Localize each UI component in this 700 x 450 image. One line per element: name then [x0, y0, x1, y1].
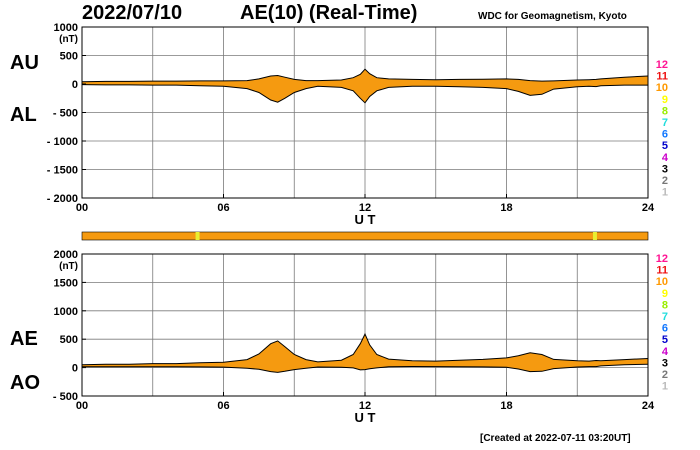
station-count-legend-item: 1: [662, 187, 668, 199]
station-count-legend-item: 9: [662, 288, 668, 300]
y-tick-label: 1000: [54, 22, 78, 34]
station-coverage-highlight: [592, 232, 597, 240]
y-tick-label: - 500: [53, 391, 78, 403]
station-count-legend-item: 5: [662, 140, 668, 152]
station-count-legend-item: 2: [662, 175, 668, 187]
station-coverage-highlight: [195, 232, 200, 240]
y-tick-label: 1500: [54, 277, 78, 289]
x-tick-label: 18: [500, 202, 512, 214]
envelope-fill: [82, 69, 648, 103]
x-tick-label: 12: [359, 202, 371, 214]
index-label-au: AU: [10, 52, 39, 74]
station-count-legend-item: 7: [662, 311, 668, 323]
y-axis-unit: (nT): [59, 34, 78, 45]
au-series-line: [81, 68, 649, 83]
x-tick-label: 24: [642, 202, 655, 214]
station-count-legend-item: 9: [662, 94, 668, 106]
chart-title: AE(10) (Real-Time): [240, 2, 418, 24]
station-count-legend-item: 11: [656, 71, 668, 83]
x-tick-label: 00: [76, 400, 88, 412]
station-count-legend-item: 8: [662, 299, 668, 311]
data-source: WDC for Geomagnetism, Kyoto: [478, 11, 627, 22]
station-count-legend-item: 3: [662, 357, 668, 369]
y-tick-label: - 1500: [47, 165, 78, 177]
x-tick-label: 24: [642, 400, 655, 412]
y-tick-label: 0: [72, 79, 78, 91]
station-count-legend-item: 10: [656, 82, 668, 94]
al-series-line: [81, 84, 648, 104]
station-count-legend-item: 12: [656, 253, 668, 265]
y-tick-label: - 2000: [47, 193, 78, 205]
x-axis-label: U T: [355, 410, 376, 425]
x-axis-label: U T: [355, 212, 376, 227]
x-tick-label: 06: [217, 400, 229, 412]
station-count-legend-item: 10: [656, 276, 668, 288]
station-count-legend-item: 2: [662, 369, 668, 381]
created-note: [Created at 2022-07-11 03:20UT]: [480, 433, 631, 444]
chart-date: 2022/07/10: [82, 2, 183, 24]
station-count-legend-item: 4: [662, 152, 669, 164]
ao-series-line: [82, 363, 649, 373]
x-tick-label: 00: [76, 202, 88, 214]
station-count-legend-item: 8: [662, 105, 668, 117]
station-count-legend-item: 12: [656, 59, 668, 71]
station-count-legend-item: 6: [662, 323, 668, 335]
y-tick-label: 1000: [54, 306, 78, 318]
ae-series-line: [81, 332, 649, 366]
index-label-ao: AO: [10, 372, 40, 394]
station-count-legend-item: 1: [662, 381, 668, 393]
index-label-al: AL: [10, 104, 37, 126]
y-tick-label: 2000: [54, 249, 78, 261]
station-count-legend-item: 3: [662, 163, 668, 175]
station-coverage-bar: [81, 231, 649, 241]
y-axis-unit: (nT): [59, 261, 78, 272]
y-tick-label: - 1000: [47, 136, 78, 148]
x-tick-label: 06: [217, 202, 229, 214]
y-tick-label: 0: [72, 363, 78, 375]
station-count-legend-item: 4: [662, 346, 669, 358]
x-tick-label: 12: [359, 400, 371, 412]
station-count-legend-item: 5: [662, 334, 668, 346]
y-tick-label: - 500: [53, 108, 78, 120]
y-tick-label: 500: [60, 51, 78, 63]
station-count-legend-item: 11: [656, 265, 668, 277]
envelope-fill: [82, 334, 648, 373]
station-count-legend-item: 6: [662, 129, 668, 141]
index-label-ae: AE: [10, 328, 38, 350]
station-count-legend-item: 7: [662, 117, 668, 129]
y-tick-label: 500: [60, 334, 78, 346]
x-tick-label: 18: [500, 400, 512, 412]
